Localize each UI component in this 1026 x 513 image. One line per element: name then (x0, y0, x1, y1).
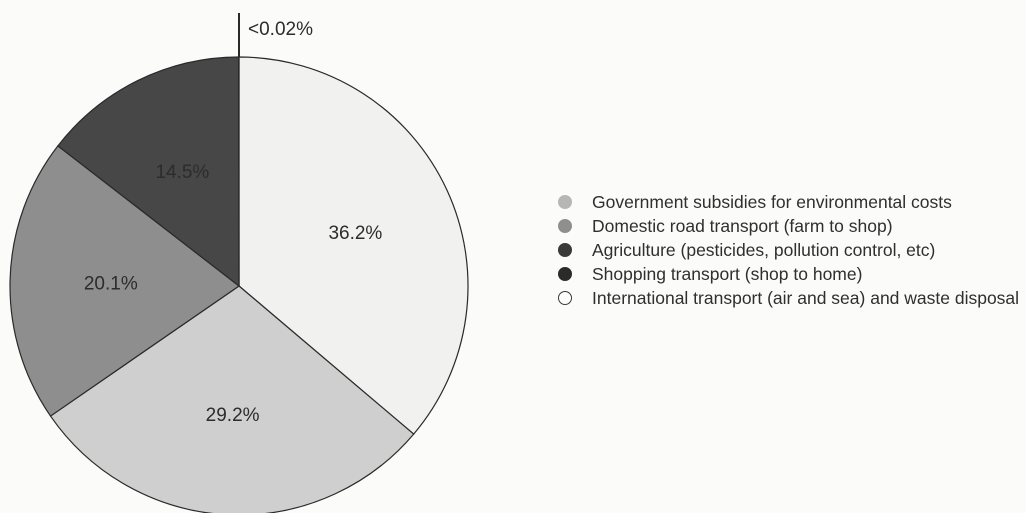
slice-label-5: <0.02% (248, 19, 313, 40)
slice-label-4: 14.5% (155, 162, 209, 183)
slice-label-1: 36.2% (328, 223, 382, 244)
pie-slice-1 (238, 56, 469, 435)
legend-label: Agriculture (pesticides, pollution contr… (592, 240, 936, 260)
legend: Government subsidies for environmental c… (556, 190, 1026, 310)
slice-label-3: 20.1% (84, 274, 138, 295)
legend-item-5: International transport (air and sea) an… (556, 286, 1026, 310)
legend-item-3: Agriculture (pesticides, pollution contr… (556, 238, 1026, 262)
legend-label: Government subsidies for environmental c… (592, 192, 952, 212)
legend-marker-icon (558, 243, 572, 257)
legend-marker-icon (558, 219, 572, 233)
legend-marker-icon (558, 195, 572, 209)
pie-slice-2 (49, 285, 415, 513)
pie-slice-4 (57, 56, 240, 288)
legend-item-1: Government subsidies for environmental c… (556, 190, 1026, 214)
legend-label: International transport (air and sea) an… (592, 288, 1020, 308)
legend-label: Shopping transport (shop to home) (592, 264, 863, 284)
legend-marker-icon (558, 267, 572, 281)
legend-marker-icon (558, 291, 572, 305)
pie-slice-3 (9, 144, 241, 417)
legend-label: Domestic road transport (farm to shop) (592, 216, 893, 236)
legend-item-4: Shopping transport (shop to home) (556, 262, 1026, 286)
legend-item-2: Domestic road transport (farm to shop) (556, 214, 1026, 238)
slice-label-2: 29.2% (206, 405, 260, 426)
